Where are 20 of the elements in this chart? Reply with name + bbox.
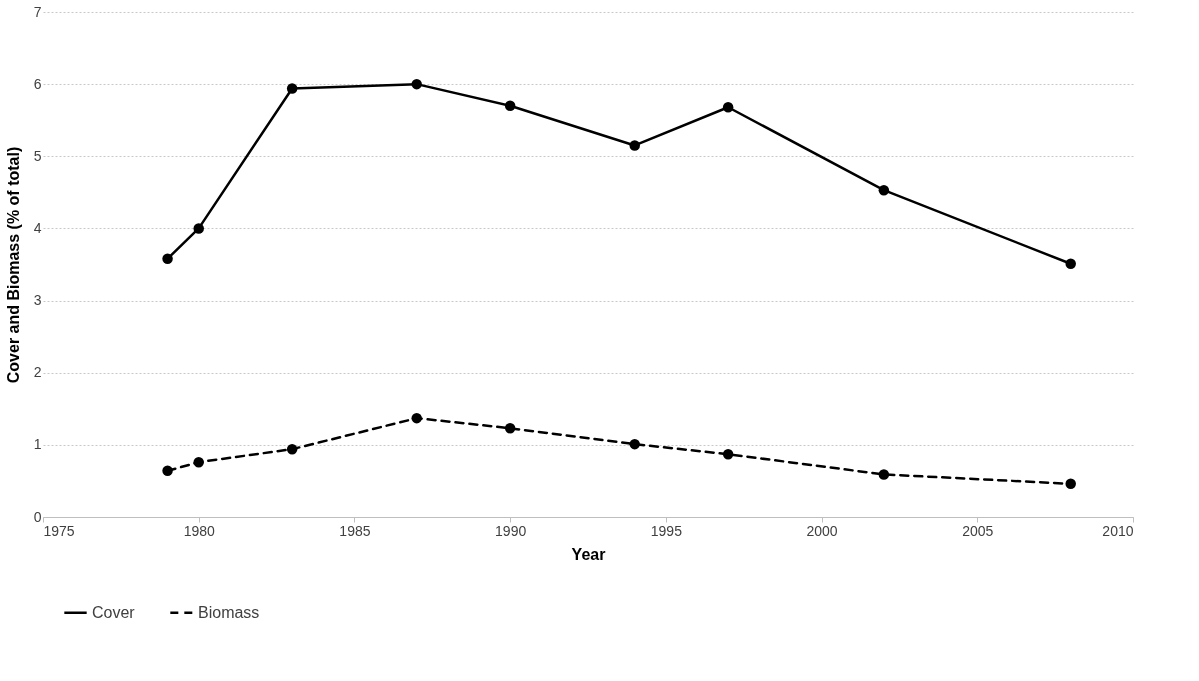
- x-tick-label: 1990: [495, 522, 527, 539]
- x-tick-label: 1985: [339, 522, 371, 539]
- x-tick-label: 2000: [806, 522, 838, 539]
- y-tick-label: 0: [33, 508, 42, 525]
- y-tick-label: 7: [33, 3, 42, 20]
- y-tick-label: 3: [33, 292, 42, 309]
- y-tick-label: 4: [33, 219, 42, 236]
- y-tick-label: 5: [33, 147, 42, 164]
- legend-label: Biomass: [198, 603, 260, 621]
- y-tick-label: 6: [33, 75, 42, 92]
- x-tick-label: 2005: [962, 522, 994, 539]
- x-tick-label: 1995: [650, 522, 683, 539]
- y-axis-title: Cover and Biomass (% of total): [4, 146, 22, 384]
- legend-label: Cover: [92, 603, 136, 621]
- y-tick-label: 2: [33, 364, 42, 381]
- x-axis-title: Year: [571, 545, 606, 563]
- x-tick-label: 1980: [183, 522, 215, 539]
- x-tick-label: 2010: [1102, 522, 1134, 539]
- x-tick-label: 1975: [43, 522, 75, 539]
- y-tick-label: 1: [33, 436, 42, 453]
